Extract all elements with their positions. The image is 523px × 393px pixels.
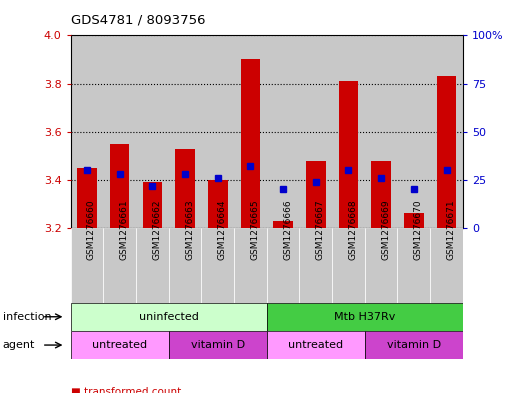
Text: GDS4781 / 8093756: GDS4781 / 8093756 <box>71 14 205 27</box>
Bar <box>136 228 168 303</box>
Bar <box>267 303 463 331</box>
Bar <box>404 213 424 228</box>
Text: GSM1276666: GSM1276666 <box>283 200 292 261</box>
Text: infection: infection <box>3 312 51 322</box>
Bar <box>201 35 234 228</box>
Text: untreated: untreated <box>92 340 147 350</box>
Bar <box>168 228 201 303</box>
Text: agent: agent <box>3 340 35 350</box>
Bar <box>299 228 332 303</box>
Text: GSM1276668: GSM1276668 <box>348 200 357 261</box>
Bar <box>142 182 162 228</box>
Text: vitamin D: vitamin D <box>387 340 441 350</box>
Bar <box>168 331 267 359</box>
Bar <box>175 149 195 228</box>
Bar <box>201 228 234 303</box>
Bar <box>104 35 136 228</box>
Text: untreated: untreated <box>288 340 343 350</box>
Bar <box>365 228 397 303</box>
Bar <box>430 35 463 228</box>
Text: GSM1276667: GSM1276667 <box>316 200 325 261</box>
Bar <box>77 168 97 228</box>
Bar <box>397 228 430 303</box>
Text: vitamin D: vitamin D <box>191 340 245 350</box>
Bar <box>306 161 325 228</box>
Text: GSM1276670: GSM1276670 <box>414 200 423 261</box>
Bar <box>332 35 365 228</box>
Bar <box>267 35 299 228</box>
Bar <box>168 35 201 228</box>
Text: Mtb H37Rv: Mtb H37Rv <box>334 312 395 322</box>
Text: GSM1276669: GSM1276669 <box>381 200 390 261</box>
Bar <box>437 76 456 228</box>
Text: GSM1276663: GSM1276663 <box>185 200 194 261</box>
Bar <box>430 228 463 303</box>
Bar <box>71 228 104 303</box>
Bar <box>397 35 430 228</box>
Text: GSM1276665: GSM1276665 <box>251 200 259 261</box>
Bar <box>234 228 267 303</box>
Bar <box>110 144 129 228</box>
Bar <box>234 35 267 228</box>
Bar <box>104 228 136 303</box>
Bar <box>267 331 365 359</box>
Text: ■ transformed count: ■ transformed count <box>71 387 181 393</box>
Bar <box>332 228 365 303</box>
Bar <box>71 303 267 331</box>
Text: GSM1276662: GSM1276662 <box>152 200 161 261</box>
Bar <box>339 81 358 228</box>
Bar <box>299 35 332 228</box>
Bar <box>273 221 293 228</box>
Bar <box>267 228 299 303</box>
Bar <box>71 331 168 359</box>
Bar <box>136 35 168 228</box>
Bar <box>71 35 104 228</box>
Text: GSM1276671: GSM1276671 <box>447 200 456 261</box>
Text: GSM1276664: GSM1276664 <box>218 200 226 261</box>
Bar <box>208 180 228 228</box>
Bar <box>371 161 391 228</box>
Bar <box>241 59 260 228</box>
Text: GSM1276661: GSM1276661 <box>120 200 129 261</box>
Bar <box>365 331 463 359</box>
Bar <box>365 35 397 228</box>
Text: uninfected: uninfected <box>139 312 199 322</box>
Text: GSM1276660: GSM1276660 <box>87 200 96 261</box>
